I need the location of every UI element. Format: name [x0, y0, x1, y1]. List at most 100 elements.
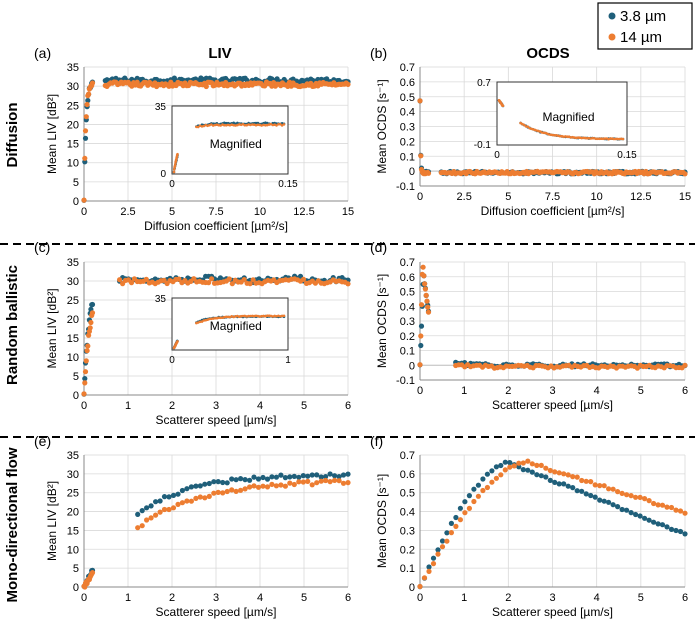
panel-e-point — [269, 481, 275, 487]
panel-e-point — [224, 480, 230, 486]
panel-f-point — [642, 496, 648, 502]
panel-b-inset-point — [594, 137, 598, 141]
panel-f-point — [543, 474, 549, 480]
panel-f-point — [610, 486, 616, 492]
panel-c-ytick-label: 35 — [67, 257, 79, 269]
panel-c-point — [86, 332, 92, 338]
panel-f-point — [646, 498, 652, 504]
panel-e-point — [282, 483, 288, 489]
panel-e-point — [202, 495, 208, 501]
panel-b-xtick-label: 15 — [679, 191, 691, 203]
panel-e-xtick-label: 2 — [169, 592, 175, 604]
panel-c-point — [85, 343, 91, 349]
panel-c-series-14um — [81, 276, 351, 397]
panel-f-point — [507, 464, 513, 470]
panel-d-label: (d) — [370, 239, 387, 255]
panel-e-point — [340, 480, 347, 486]
panel-d-point — [418, 323, 425, 329]
panel-b-inset-point — [522, 123, 526, 127]
panel-e-point — [318, 474, 324, 480]
panel-c-point — [89, 310, 96, 316]
panel-e-point — [157, 509, 163, 515]
legend-box — [597, 2, 693, 50]
panel-f-point — [601, 483, 607, 489]
panel-e-point — [175, 501, 181, 507]
panel-e-point — [318, 478, 324, 484]
panel-b-inset-ytick: 0.7 — [477, 78, 491, 89]
panel-f-point — [588, 492, 594, 499]
panel-f-point — [444, 530, 450, 536]
panel-f-point — [471, 486, 477, 492]
panel-e-point — [345, 471, 351, 477]
panel-c-inset-xtick: 1 — [285, 355, 291, 366]
panel-b: (b)-0.100.10.20.30.40.50.60.70 2.5 5 7.5 10 1… — [370, 45, 691, 218]
panel-e-xtick-label: 6 — [345, 592, 351, 604]
panel-d-point — [421, 273, 427, 279]
panel-c-xtick-label: 6 — [345, 400, 351, 412]
panel-e-xtick-label: 4 — [257, 592, 263, 604]
panel-e-point — [273, 474, 279, 480]
panel-e-point — [184, 498, 190, 504]
panel-b-point — [425, 170, 432, 176]
panel-c-inset-point — [217, 316, 220, 320]
panel-a-inset-xtick: 0 — [169, 179, 175, 190]
panel-e-ylabel: Mean LIV [dB²] — [45, 481, 59, 561]
panel-e-point — [193, 495, 199, 501]
panel-c-inset-xtick: 0 — [169, 355, 175, 366]
panel-b-ytick-label: 0.1 — [400, 151, 415, 163]
panel-a-inset-point — [251, 123, 254, 126]
panel-f-point — [615, 504, 621, 510]
panel-a-xtick-label: 0 — [81, 206, 87, 218]
panel-f-point — [507, 460, 513, 466]
panel-f-point — [525, 458, 531, 464]
legend-label-3-8um: 3.8 µm — [620, 8, 666, 25]
panel-e-ytick-label: 10 — [67, 544, 79, 556]
panel-a-inset-ytick: 0 — [160, 169, 166, 180]
panel-c-inset-label: Magnified — [210, 319, 262, 333]
panel-b-inset-point — [553, 134, 556, 137]
panel-b-ytick-label: 0.6 — [400, 77, 415, 89]
panel-e-point — [251, 483, 257, 489]
panel-e-ytick-label: 5 — [73, 563, 79, 575]
panel-c-point — [209, 276, 215, 282]
panel-c-xtick-label: 4 — [257, 400, 263, 412]
panel-a-inset-point — [223, 123, 226, 127]
panel-c-point — [226, 276, 232, 282]
panel-f-point — [664, 504, 670, 510]
panel-a-inset-point — [282, 123, 286, 126]
panel-e-point — [220, 490, 226, 496]
panel-a-ytick-label: 15 — [67, 139, 79, 151]
panel-d-point — [418, 333, 424, 339]
panel-f-point — [606, 499, 612, 505]
panel-f-point — [565, 472, 571, 478]
panel-f-point — [534, 472, 540, 478]
panel-a-xtick-label: 15 — [342, 206, 354, 218]
panel-f-point — [637, 513, 643, 519]
panel-e-point — [323, 474, 329, 480]
panel-b-inset-point — [501, 104, 505, 107]
panel-e-point — [170, 505, 177, 511]
panel-f-ytick-label: 0.5 — [400, 488, 415, 500]
panel-f-point — [498, 472, 504, 478]
panel-f-point — [624, 492, 630, 498]
panel-e-point — [202, 481, 208, 487]
panel-a-xtick-label: 2.5 — [120, 206, 135, 218]
panel-f-point — [502, 459, 508, 465]
panel-f-point — [426, 564, 432, 570]
panel-e-xlabel: Scatterer speed [µm/s] — [156, 605, 277, 619]
panel-b-inset-frame — [496, 81, 628, 146]
panel-a-point — [82, 135, 89, 141]
panel-c-xtick-label: 2 — [169, 400, 175, 412]
panel-f-ytick-label: 0.7 — [400, 450, 415, 462]
panel-e-point — [287, 474, 293, 480]
panel-c-inset-point — [208, 317, 211, 321]
panel-d-ytick-label: 0.5 — [400, 287, 415, 299]
panel-a-inset-frame — [171, 105, 289, 175]
panel-d-xtick-label: 0 — [417, 385, 423, 397]
panel-e-point — [148, 515, 154, 521]
panel-e-ytick-label: 25 — [67, 488, 79, 500]
panel-e-point — [233, 477, 239, 483]
panel-e-point — [153, 499, 159, 505]
panel-f-point — [516, 464, 522, 470]
panel-a-ytick-label: 10 — [67, 158, 79, 170]
